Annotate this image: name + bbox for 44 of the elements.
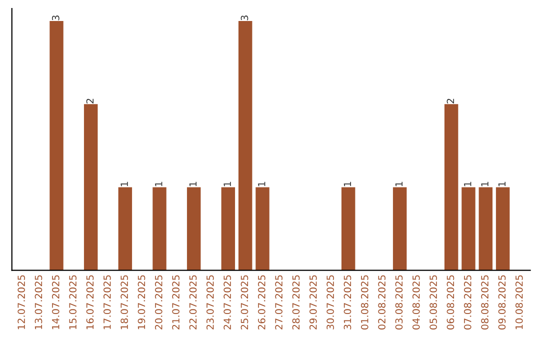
x-tick-label: 20.07.2025 xyxy=(154,275,162,330)
data-label: 1 xyxy=(224,182,231,186)
data-label: 1 xyxy=(120,182,128,186)
data-label: 2 xyxy=(86,98,94,104)
data-label: 1 xyxy=(464,182,472,186)
x-tick-label: 21.07.2025 xyxy=(172,275,180,330)
x-tick-label: 06.08.2025 xyxy=(446,275,454,330)
data-label: 3 xyxy=(240,16,248,20)
x-tick-label: 05.08.2025 xyxy=(430,275,437,330)
x-tick-label: 26.07.2025 xyxy=(258,275,266,330)
x-tick-label: 03.08.2025 xyxy=(395,275,403,330)
data-label: 1 xyxy=(498,182,506,186)
x-tick-label: 23.07.2025 xyxy=(206,275,214,330)
x-tick-label: 07.08.2025 xyxy=(464,275,472,330)
x-tick-label: 15.07.2025 xyxy=(69,275,76,330)
x-tick-label: 01.08.2025 xyxy=(360,275,368,330)
x-tick-label: 12.07.2025 xyxy=(18,275,25,330)
data-label: 1 xyxy=(481,182,488,186)
x-tick-label: 22.07.2025 xyxy=(189,275,197,330)
x-tick-label: 29.07.2025 xyxy=(309,275,317,330)
x-tick-label: 30.07.2025 xyxy=(326,275,334,330)
x-tick-label: 19.07.2025 xyxy=(138,275,146,330)
x-tick-label: 17.07.2025 xyxy=(103,275,111,330)
data-label: 1 xyxy=(189,182,197,186)
x-tick-label: 27.07.2025 xyxy=(275,275,282,330)
x-tick-label: 25.07.2025 xyxy=(240,275,248,330)
x-tick-label: 04.08.2025 xyxy=(412,275,420,330)
x-tick-label: 31.07.2025 xyxy=(344,275,352,330)
x-tick-label: 28.07.2025 xyxy=(292,275,300,330)
data-label: 3 xyxy=(52,16,60,20)
x-tick-label: 10.08.2025 xyxy=(515,275,523,330)
data-label: 1 xyxy=(395,182,403,186)
x-tick-label: 02.08.2025 xyxy=(378,275,386,330)
x-tick-label: 18.07.2025 xyxy=(120,275,128,330)
x-tick-label: 16.07.2025 xyxy=(86,275,94,330)
data-label: 1 xyxy=(344,182,352,186)
x-tick-label: 14.07.2025 xyxy=(52,275,60,330)
data-label: 1 xyxy=(258,182,266,186)
x-tick-label: 08.08.2025 xyxy=(481,275,488,330)
x-tick-label: 24.07.2025 xyxy=(224,275,231,330)
data-label: 1 xyxy=(155,182,162,186)
x-tick-label: 09.08.2025 xyxy=(498,275,506,330)
data-label: 2 xyxy=(446,98,454,104)
x-tick-label: 13.07.2025 xyxy=(34,275,42,330)
